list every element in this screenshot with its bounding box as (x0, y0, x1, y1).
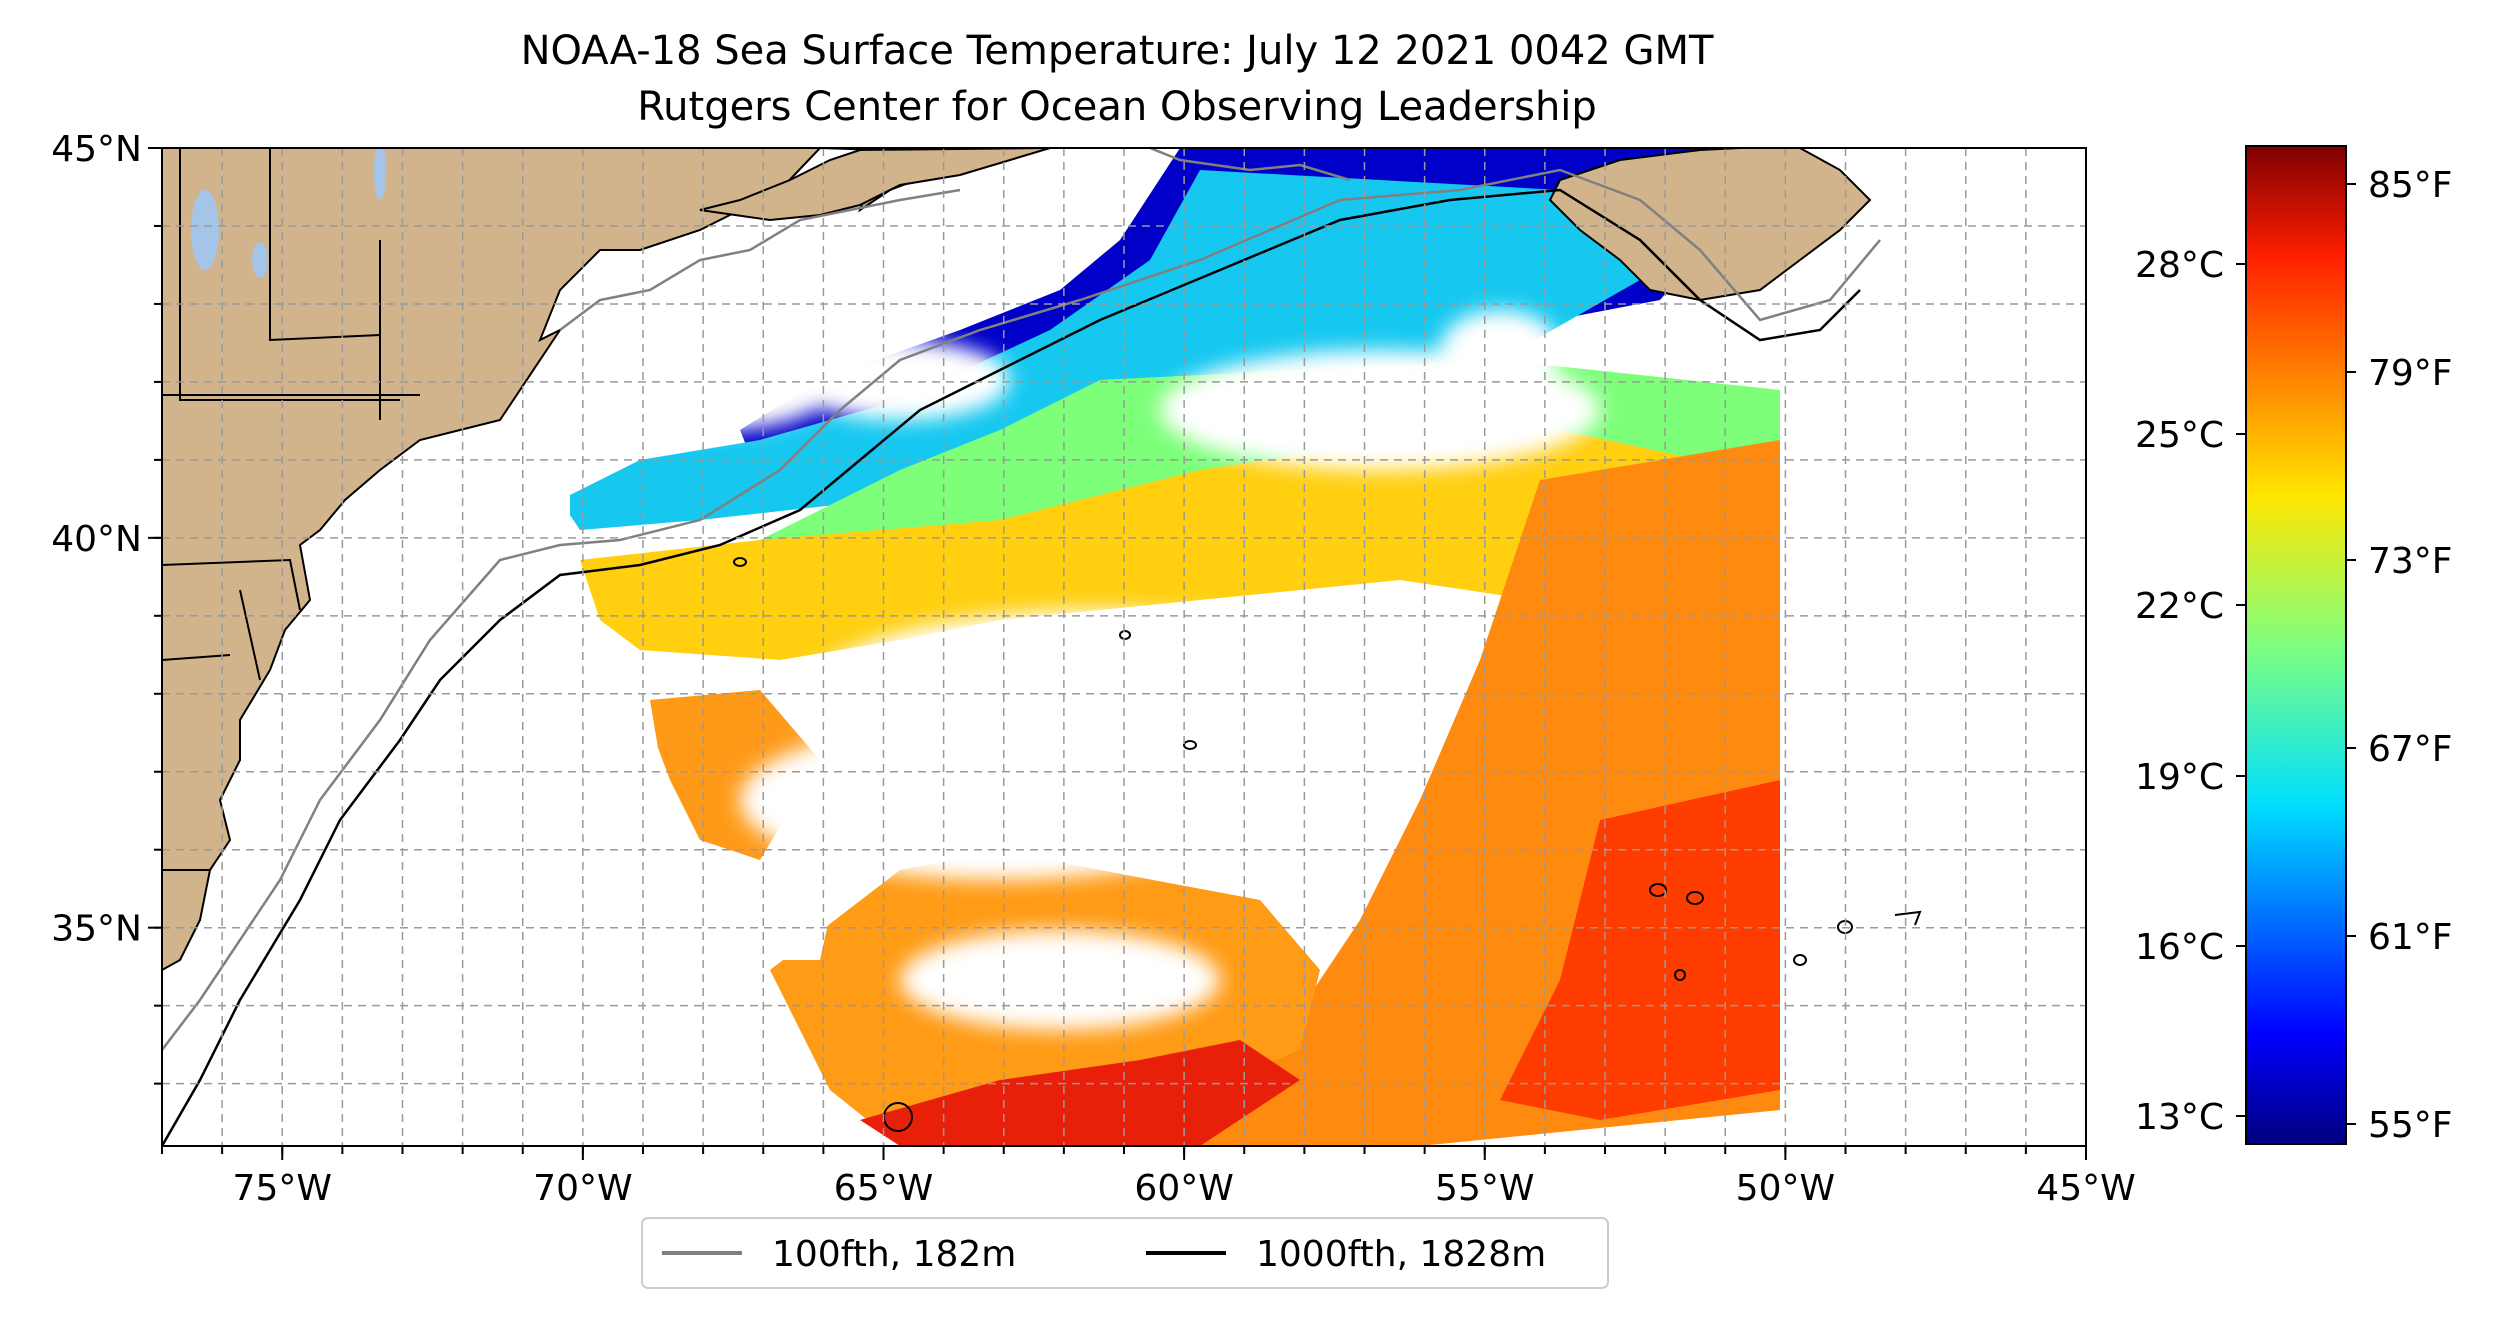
x-tick-label: 65°W (834, 1168, 933, 1209)
x-tick-label: 50°W (1736, 1168, 1835, 1209)
x-tick-label: 45°W (2036, 1168, 2135, 1209)
y-tick-label: 45°N (51, 129, 142, 170)
land-newfoundland (1548, 148, 1872, 302)
colorbar-fahrenheit-ticks (2346, 183, 2356, 1125)
land-layer (162, 148, 1872, 972)
gridlines (162, 148, 2086, 1146)
x-tick-label: 55°W (1435, 1168, 1534, 1209)
sst-hot-core (1500, 780, 1780, 1120)
legend-box (641, 1217, 1609, 1289)
title-line1: NOAA-18 Sea Surface Temperature: July 12… (521, 28, 1714, 74)
lakes (191, 148, 386, 278)
sst-yellow-band (580, 430, 1780, 660)
swath-edge-east (1784, 148, 2086, 1146)
title-line2: Rutgers Center for Ocean Observing Leade… (637, 84, 1597, 130)
sst-cyan-band (560, 170, 1640, 530)
colorbar-f-label: 55°F (2368, 1105, 2453, 1146)
colorbar-c-label: 13°C (2135, 1097, 2224, 1138)
colorbar-c-label: 25°C (2135, 415, 2224, 456)
colorbar-gradient (2245, 145, 2347, 1145)
legend-label-1000fth: 1000fth, 1828m (1256, 1234, 1546, 1275)
colorbar-c-label: 22°C (2135, 586, 2224, 627)
colorbar-f-label: 79°F (2368, 353, 2453, 394)
sst-south-hot (860, 1040, 1300, 1146)
x-tick-label: 60°W (1134, 1168, 1233, 1209)
contour-100fth (162, 148, 1881, 1051)
colorbar-celsius-ticks (2236, 263, 2246, 1117)
colorbar: 28°C 25°C 22°C 19°C 16°C 13°C 85°F 79°F … (2135, 145, 2453, 1146)
colorbar-f-label: 67°F (2368, 729, 2453, 770)
land-nova-scotia (699, 148, 1051, 222)
x-tick-label: 75°W (233, 1168, 332, 1209)
y-axis: 45°N 40°N 35°N (51, 129, 162, 1085)
swath-gap-south (700, 780, 860, 960)
colorbar-c-label: 28°C (2135, 245, 2224, 286)
x-axis: 75°W 70°W 65°W 60°W 55°W 50°W 45°W (161, 1146, 2136, 1209)
colorbar-c-label: 16°C (2135, 927, 2224, 968)
map-panel (162, 148, 2086, 1146)
state-borders (162, 148, 420, 871)
colorbar-f-label: 61°F (2368, 917, 2453, 958)
legend-label-100fth: 100fth, 182m (772, 1234, 1016, 1275)
y-tick-label: 40°N (51, 519, 142, 560)
colorbar-f-label: 73°F (2368, 541, 2453, 582)
colorbar-c-label: 19°C (2135, 757, 2224, 798)
y-tick-label: 35°N (51, 909, 142, 950)
legend: 100fth, 182m 1000fth, 1828m (641, 1217, 1609, 1289)
x-tick-label: 70°W (533, 1168, 632, 1209)
colorbar-f-label: 85°F (2368, 165, 2453, 206)
